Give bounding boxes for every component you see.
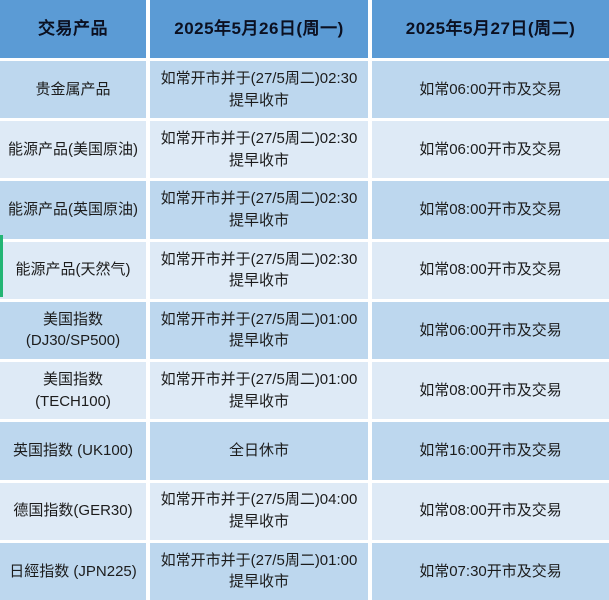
product-cell: 日經指数 (JPN225): [0, 542, 146, 600]
may26-schedule-cell: 如常开市并于(27/5周二)01:00 提早收市: [150, 362, 368, 420]
product-cell: 能源产品(英国原油): [0, 181, 146, 239]
product-cell: 能源产品(天然气): [0, 241, 146, 299]
header-product: 交易产品: [0, 0, 146, 58]
may26-schedule-cell: 如常开市并于(27/5周二)04:00 提早收市: [150, 482, 368, 540]
green-left-edge-marker: [0, 235, 3, 297]
may27-schedule-cell: 如常16:00开市及交易: [372, 422, 609, 480]
may26-schedule-cell: 如常开市并于(27/5周二)02:30 提早收市: [150, 61, 368, 119]
may27-schedule-cell: 如常06:00开市及交易: [372, 61, 609, 119]
may27-schedule-cell: 如常08:00开市及交易: [372, 241, 609, 299]
may26-schedule-cell: 如常开市并于(27/5周二)02:30 提早收市: [150, 241, 368, 299]
product-cell: 英国指数 (UK100): [0, 422, 146, 480]
may27-schedule-cell: 如常08:00开市及交易: [372, 362, 609, 420]
may27-schedule-cell: 如常08:00开市及交易: [372, 181, 609, 239]
may26-schedule-cell: 全日休市: [150, 422, 368, 480]
product-cell: 美国指数(TECH100): [0, 362, 146, 420]
may27-schedule-cell: 如常07:30开市及交易: [372, 542, 609, 600]
header-may27: 2025年5月27日(周二): [372, 0, 609, 58]
product-cell: 贵金属产品: [0, 61, 146, 119]
may27-schedule-cell: 如常06:00开市及交易: [372, 301, 609, 360]
product-cell: 能源产品(美国原油): [0, 121, 146, 179]
may26-schedule-cell: 如常开市并于(27/5周二)02:30 提早收市: [150, 121, 368, 179]
may26-schedule-cell: 如常开市并于(27/5周二)02:30 提早收市: [150, 181, 368, 239]
product-cell: 美国指数 (DJ30/SP500): [0, 301, 146, 360]
may27-schedule-cell: 如常08:00开市及交易: [372, 482, 609, 540]
product-cell: 德国指数(GER30): [0, 482, 146, 540]
may26-schedule-cell: 如常开市并于(27/5周二)01:00 提早收市: [150, 301, 368, 360]
may27-schedule-cell: 如常06:00开市及交易: [372, 121, 609, 179]
may26-schedule-cell: 如常开市并于(27/5周二)01:00 提早收市: [150, 542, 368, 600]
header-may26: 2025年5月26日(周一): [150, 0, 368, 58]
